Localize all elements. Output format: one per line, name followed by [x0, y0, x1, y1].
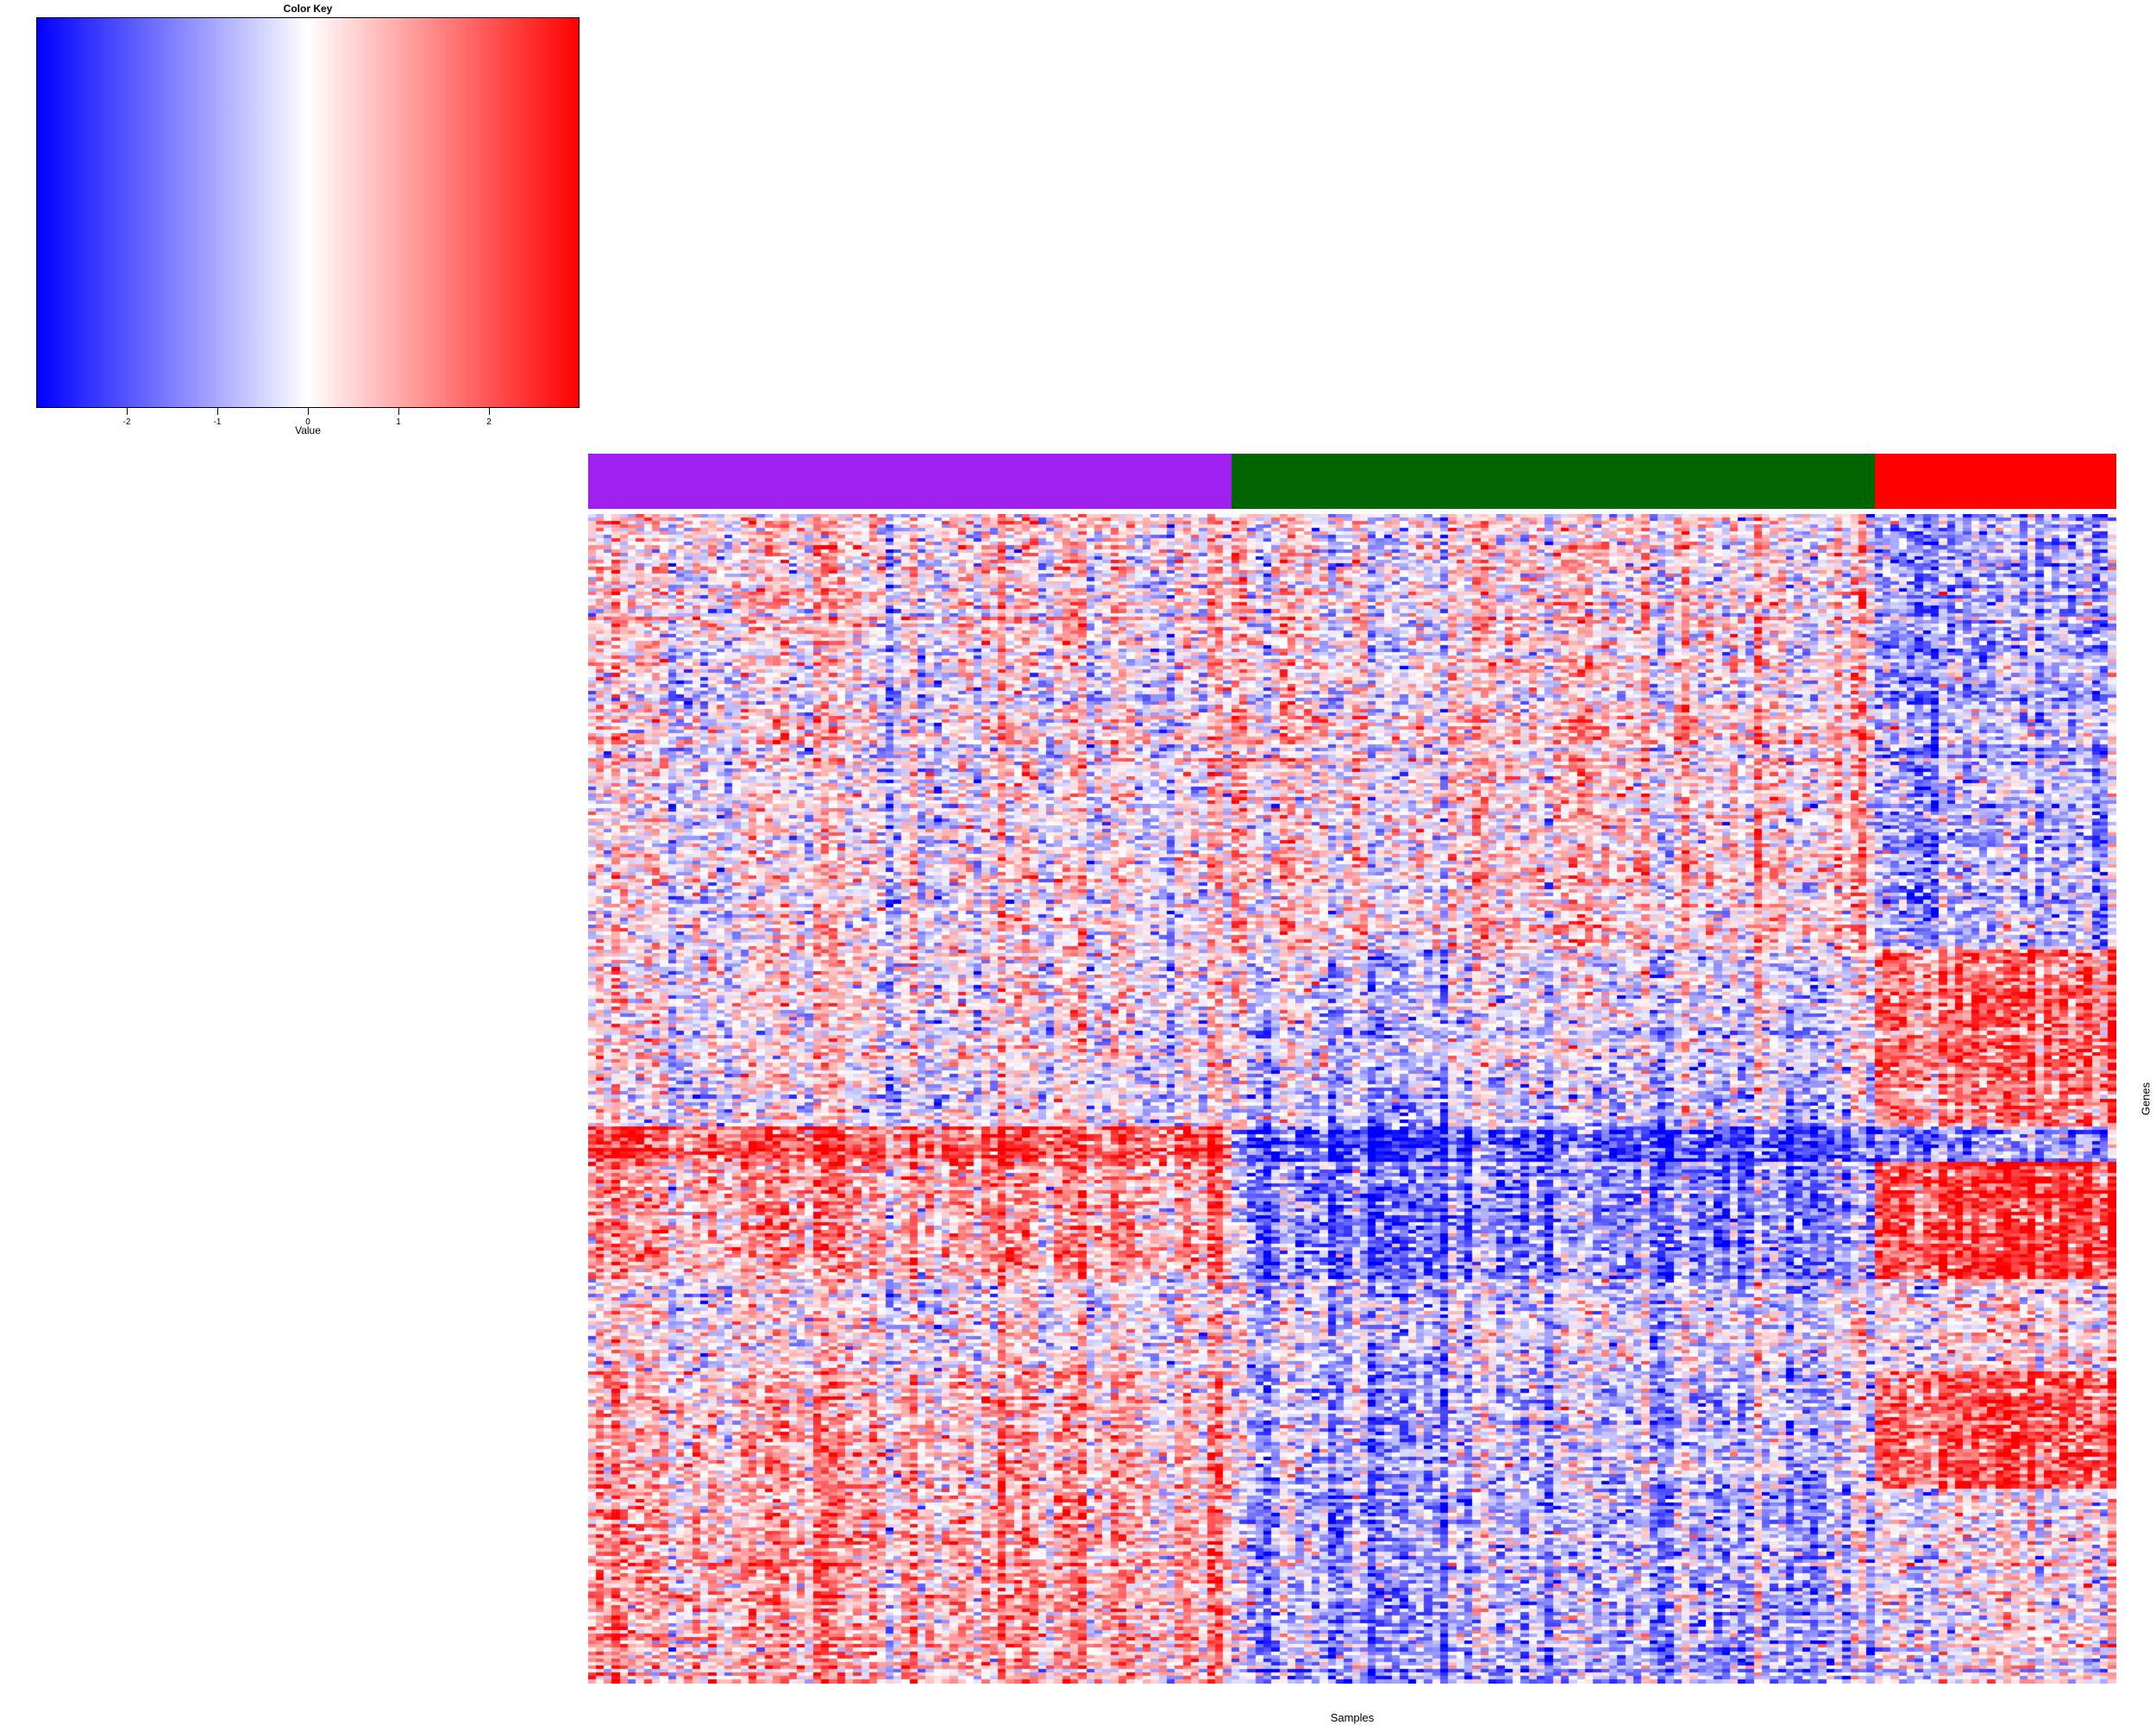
color-key-tick-label: 2 [486, 417, 492, 427]
y-axis-label: Genes [2139, 1082, 2153, 1116]
color-key-tick-label: 0 [305, 417, 310, 427]
color-key-tick-label: -2 [122, 417, 131, 427]
sample-group-3 [1875, 454, 2116, 509]
x-axis-label: Samples [1330, 1711, 1375, 1724]
color-key-tick [308, 408, 309, 415]
color-key-tick [398, 408, 399, 415]
color-key-tick [489, 408, 490, 415]
sample-group-2 [1232, 454, 1876, 509]
sample-group-1 [588, 454, 1232, 509]
color-key-title: Color Key [283, 3, 333, 15]
color-key-gradient [36, 17, 580, 408]
color-key-tick-label: -1 [213, 417, 222, 427]
sample-group-bar [588, 454, 2116, 509]
heatmap-canvas [588, 514, 2116, 1684]
color-key-tick [217, 408, 218, 415]
color-key-xlabel: Value [295, 424, 321, 436]
color-key-tick [127, 408, 128, 415]
color-key-tick-label: 1 [396, 417, 401, 427]
